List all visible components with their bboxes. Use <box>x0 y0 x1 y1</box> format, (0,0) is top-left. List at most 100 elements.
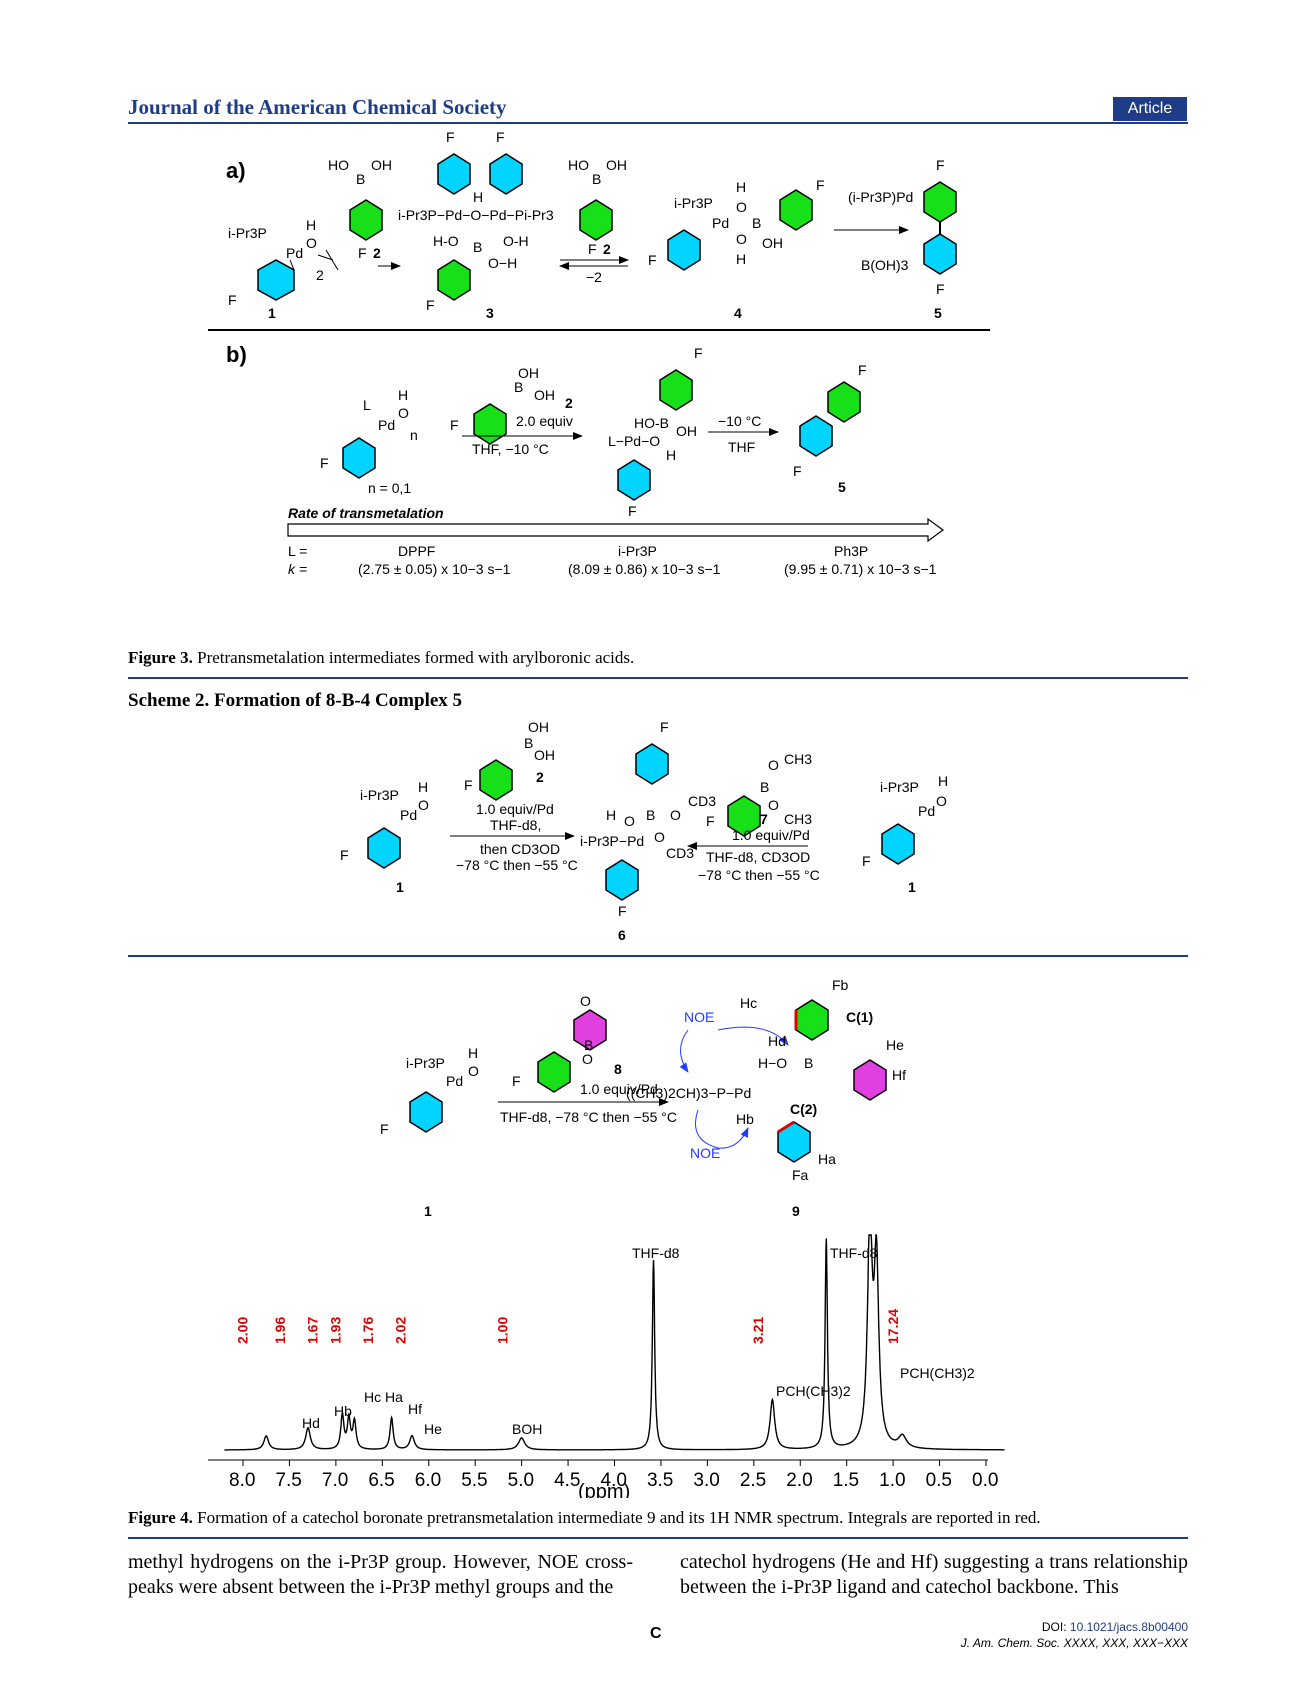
svg-text:F: F <box>660 720 669 735</box>
svg-text:then CD3OD: then CD3OD <box>480 841 560 857</box>
svg-text:B: B <box>584 1037 593 1053</box>
svg-text:((CH3)2CH)3−P−Pd: ((CH3)2CH)3−P−Pd <box>626 1085 751 1101</box>
svg-text:Pd: Pd <box>446 1073 463 1089</box>
svg-text:H: H <box>736 251 746 267</box>
svg-text:H-O: H-O <box>433 233 459 249</box>
compound-4-label: 4 <box>734 305 742 321</box>
svg-text:B: B <box>514 379 523 395</box>
svg-text:−78 °C then −55 °C: −78 °C then −55 °C <box>456 857 578 873</box>
svg-text:O: O <box>418 797 429 813</box>
header-rule <box>128 122 1188 124</box>
compound-5-structure: F F <box>923 157 957 297</box>
axis-tick-label: 8.0 <box>229 1470 255 1491</box>
svg-text:NOE: NOE <box>690 1145 720 1161</box>
integral-value: 17.24 <box>885 1309 901 1344</box>
axis-tick-label: 4.5 <box>554 1470 580 1491</box>
svg-text:O-H: O-H <box>503 233 529 249</box>
svg-text:1: 1 <box>424 1203 432 1219</box>
svg-text:H: H <box>606 807 616 823</box>
svg-text:C(1): C(1) <box>846 1009 873 1025</box>
compound-5-label: 5 <box>934 305 942 321</box>
svg-text:Pd: Pd <box>712 215 729 231</box>
svg-text:CH3: CH3 <box>784 751 812 767</box>
body-text-right: catechol hydrogens (He and Hf) suggestin… <box>680 1551 1188 1598</box>
svg-text:C(2): C(2) <box>790 1101 817 1117</box>
svg-text:B: B <box>760 779 769 795</box>
axis-tick-label: 3.0 <box>693 1470 719 1491</box>
integral-value: 1.76 <box>360 1317 376 1344</box>
page-number: C <box>650 1625 662 1642</box>
svg-text:n: n <box>410 427 418 443</box>
hd-label: Hd <box>302 1415 320 1431</box>
svg-text:i-Pr3P: i-Pr3P <box>406 1055 445 1071</box>
axis-tick-label: 2.5 <box>740 1470 766 1491</box>
panel-b-start-complex: L HO Pd F n <box>320 387 418 479</box>
rate-label: Rate of transmetalation <box>288 505 444 521</box>
rate-ipr3p: (8.09 ± 0.86) x 10−3 s−1 <box>568 561 721 577</box>
svg-text:−78 °C then −55 °C: −78 °C then −55 °C <box>698 867 820 883</box>
svg-text:H: H <box>306 217 316 233</box>
svg-text:1: 1 <box>396 879 404 895</box>
svg-text:F: F <box>628 503 637 519</box>
svg-text:F: F <box>936 157 945 173</box>
axis-tick-label: 6.0 <box>415 1470 441 1491</box>
svg-text:B: B <box>356 171 365 187</box>
svg-text:H: H <box>473 189 483 205</box>
rate-arrow <box>287 517 945 543</box>
integral-value: 2.02 <box>393 1317 409 1344</box>
integral-value: 1.67 <box>304 1317 320 1344</box>
svg-text:OH: OH <box>534 387 555 403</box>
svg-text:6: 6 <box>618 927 626 943</box>
scheme2-compound-1-right: i-Pr3P HO Pd F <box>862 773 948 869</box>
spectrum-trace <box>224 1233 1005 1451</box>
fig4-compound-1: i-Pr3P HO Pd F <box>380 1045 479 1137</box>
axis-tick-label: 6.5 <box>368 1470 394 1491</box>
rule-1 <box>128 677 1188 679</box>
conditions-b-2: −10 °C <box>718 413 761 429</box>
panel-a-label: a) <box>226 158 246 183</box>
svg-text:THF-d8, CD3OD: THF-d8, CD3OD <box>706 849 810 865</box>
svg-text:HO-B: HO-B <box>634 415 669 431</box>
pch-label-1: PCH(CH3)2 <box>900 1365 975 1381</box>
svg-text:O: O <box>306 235 317 251</box>
svg-text:O: O <box>654 829 665 845</box>
doi-line: DOI: 10.1021/jacs.8b00400 <box>1041 1620 1188 1634</box>
svg-text:B: B <box>524 735 533 751</box>
svg-text:CD3: CD3 <box>688 793 716 809</box>
compound-3-label: 3 <box>486 305 494 321</box>
svg-text:O: O <box>670 807 681 823</box>
svg-text:8: 8 <box>614 1061 622 1077</box>
svg-text:F: F <box>464 777 473 793</box>
svg-text:2: 2 <box>603 241 611 257</box>
svg-text:5: 5 <box>838 479 846 495</box>
svg-text:O: O <box>768 797 779 813</box>
svg-text:O: O <box>398 405 409 421</box>
boronic-acid-2: HO OH B F 2 <box>328 157 392 261</box>
rate-ph3p: (9.95 ± 0.71) x 10−3 s−1 <box>784 561 937 577</box>
axis-tick-label: 3.5 <box>647 1470 673 1491</box>
axis-tick-label: 5.0 <box>508 1470 534 1491</box>
hc-ha-label: Hc Ha <box>364 1389 403 1405</box>
doi-link[interactable]: 10.1021/jacs.8b00400 <box>1069 1620 1188 1634</box>
svg-text:O: O <box>768 757 779 773</box>
svg-text:F: F <box>588 241 597 257</box>
svg-text:Pd: Pd <box>378 417 395 433</box>
integral-value: 1.96 <box>272 1317 288 1344</box>
ligand-ipr3p: i-Pr3P <box>618 543 657 559</box>
svg-text:L−Pd−O: L−Pd−O <box>608 433 660 449</box>
svg-text:Fb: Fb <box>832 977 849 993</box>
svg-text:F: F <box>446 130 455 145</box>
axis-tick-label: 7.5 <box>275 1470 301 1491</box>
conditions-b-3: THF <box>728 439 755 455</box>
svg-text:i-Pr3P: i-Pr3P <box>674 195 713 211</box>
svg-text:1.0 equiv/Pd: 1.0 equiv/Pd <box>732 827 810 843</box>
scheme-2-title: Scheme 2. Formation of 8-B-4 Complex 5 <box>128 690 463 711</box>
rule-2 <box>128 955 1188 957</box>
thf-label-1: THF-d8 <box>632 1245 680 1261</box>
svg-text:CH3: CH3 <box>784 811 812 827</box>
svg-text:O: O <box>936 793 947 809</box>
svg-text:F: F <box>512 1073 521 1089</box>
svg-text:F: F <box>320 455 329 471</box>
svg-text:H: H <box>736 179 746 195</box>
